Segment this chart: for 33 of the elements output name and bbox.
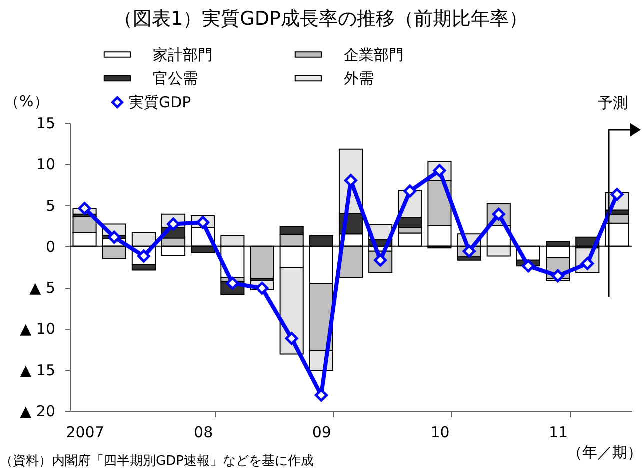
- point: [462, 244, 476, 258]
- legend-label: 家計部門: [153, 46, 213, 64]
- point: [522, 260, 535, 273]
- x-tick-label: 08: [194, 424, 214, 442]
- point: [285, 332, 298, 346]
- legend-label: 外需: [344, 70, 374, 88]
- text: 予測: [598, 94, 628, 113]
- legend-label: 実質GDP: [129, 94, 192, 112]
- x-tick-label: 10: [430, 424, 450, 442]
- point: [196, 216, 210, 230]
- y-tick-label: ▲ 10: [20, 320, 56, 338]
- point: [108, 230, 121, 244]
- y-axis-title: （%）: [4, 92, 49, 110]
- y-tick-label: 15: [36, 114, 56, 132]
- legend-label: 官公需: [153, 70, 198, 88]
- x-axis-title: （年／期）: [568, 444, 642, 462]
- y-tick-label: 10: [36, 156, 56, 174]
- chart-title: （図表1）実質GDP成長率の推移（前期比年率）: [113, 7, 529, 32]
- x-tick-label: 11: [549, 424, 568, 442]
- text: （資料）内閣府「四半期別GDP速報」などを基に作成: [0, 453, 314, 470]
- y-tick-label: 5: [46, 196, 56, 215]
- x-tick-label: 2007: [66, 424, 104, 442]
- x-tick-label: 09: [312, 424, 332, 442]
- point: [404, 184, 417, 198]
- legend-label: 企業部門: [344, 46, 404, 64]
- point: [552, 270, 565, 283]
- y-tick-label: ▲ 15: [20, 361, 56, 380]
- y-tick-label: 0: [46, 238, 56, 256]
- point: [610, 188, 624, 202]
- point: [256, 282, 269, 295]
- point: [78, 202, 92, 216]
- y-tick-label: ▲ 20: [20, 402, 56, 420]
- y-tick-label: ▲ 5: [30, 279, 56, 298]
